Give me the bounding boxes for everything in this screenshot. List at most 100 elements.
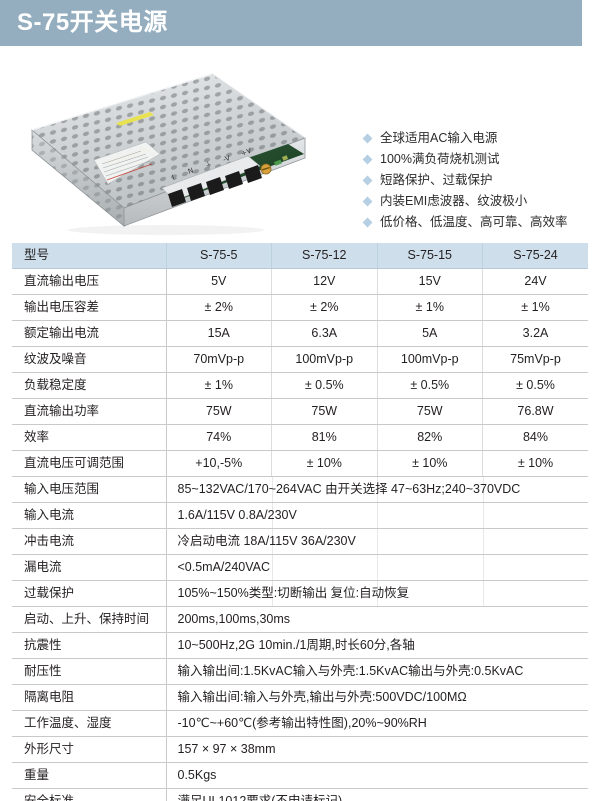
- table-header-cell: S-75-5: [166, 243, 272, 269]
- table-row: 直流电压可调范围 +10,-5% ± 10% ± 10% ± 10%: [12, 450, 588, 477]
- svg-text:-V: -V: [222, 154, 231, 164]
- row-value: +10,-5%: [166, 450, 272, 477]
- row-value: 5A: [377, 320, 483, 347]
- row-value: ± 2%: [271, 294, 378, 321]
- specification-table: 型号 S-75-5 S-75-12 S-75-15 S-75-24 直流输出电压…: [12, 243, 588, 801]
- row-label: 额定输出电流: [12, 320, 167, 347]
- row-value: 5V: [166, 268, 272, 295]
- table-row: 启动、上升、保持时间 200ms,100ms,30ms: [12, 606, 588, 633]
- table-row: 过载保护 105%~150%类型:切断输出 复位:自动恢复: [12, 580, 588, 607]
- row-value: 15A: [166, 320, 272, 347]
- table-row: 输入电流 1.6A/115V 0.8A/230V: [12, 502, 588, 529]
- feature-list: 全球适用AC输入电源 100%满负荷烧机测试 短路保护、过载保护 内装EMI虑波…: [362, 128, 600, 233]
- row-value: 满足UL1012要求(不申请标记): [166, 788, 588, 801]
- row-label: 输入电压范围: [12, 476, 167, 503]
- page-title-bar: S-75开关电源: [0, 0, 582, 46]
- diamond-bullet-icon: [362, 196, 373, 207]
- row-label: 过载保护: [12, 580, 167, 607]
- row-value: 6.3A: [271, 320, 378, 347]
- row-value: 10~500Hz,2G 10min./1周期,时长60分,各轴: [166, 632, 588, 659]
- row-label: 耐压性: [12, 658, 167, 685]
- row-value: ± 0.5%: [482, 372, 588, 399]
- row-label: 重量: [12, 762, 167, 789]
- row-value: 70mVp-p: [166, 346, 272, 373]
- row-value: 81%: [271, 424, 378, 451]
- feature-item: 低价格、低温度、高可靠、高效率: [362, 212, 600, 233]
- table-row: 外形尺寸 157 × 97 × 38mm: [12, 736, 588, 763]
- row-value: ± 10%: [482, 450, 588, 477]
- row-value: 84%: [482, 424, 588, 451]
- row-label: 效率: [12, 424, 167, 451]
- svg-text:N: N: [187, 167, 195, 176]
- row-label: 直流输出功率: [12, 398, 167, 425]
- row-label: 输入电流: [12, 502, 167, 529]
- row-label: 输出电压容差: [12, 294, 167, 321]
- diamond-bullet-icon: [362, 133, 373, 144]
- table-row: 工作温度、湿度 -10℃~+60℃(参考输出特性图),20%~90%RH: [12, 710, 588, 737]
- row-label: 负载稳定度: [12, 372, 167, 399]
- row-label: 安全标准: [12, 788, 167, 801]
- page-title: S-75开关电源: [17, 9, 168, 36]
- hero-section: L N ⏚ -V +V: [0, 46, 600, 242]
- table-row: 重量 0.5Kgs: [12, 762, 588, 789]
- svg-text:⏚: ⏚: [204, 160, 213, 170]
- feature-item: 短路保护、过载保护: [362, 170, 600, 191]
- row-value: 74%: [166, 424, 272, 451]
- row-value: 200ms,100ms,30ms: [166, 606, 588, 633]
- row-label: 纹波及噪音: [12, 346, 167, 373]
- row-value: 输入输出间:1.5KvAC输入与外壳:1.5KvAC输出与外壳:0.5KvAC: [166, 658, 588, 685]
- table-row: 隔离电阻 输入输出间:输入与外壳,输出与外壳:500VDC/100MΩ: [12, 684, 588, 711]
- row-label: 工作温度、湿度: [12, 710, 167, 737]
- feature-label: 100%满负荷烧机测试: [380, 152, 500, 166]
- table-row: 安全标准 满足UL1012要求(不申请标记): [12, 788, 588, 801]
- row-value: 冷启动电流 18A/115V 36A/230V: [166, 528, 588, 555]
- feature-label: 内装EMI虑波器、纹波极小: [380, 194, 528, 208]
- table-row: 耐压性 输入输出间:1.5KvAC输入与外壳:1.5KvAC输出与外壳:0.5K…: [12, 658, 588, 685]
- table-row: 直流输出功率 75W 75W 75W 76.8W: [12, 398, 588, 425]
- row-value: ± 10%: [377, 450, 483, 477]
- table-row: 冲击电流 冷启动电流 18A/115V 36A/230V: [12, 528, 588, 555]
- row-value: 157 × 97 × 38mm: [166, 736, 588, 763]
- row-value: ± 2%: [166, 294, 272, 321]
- row-value: ± 0.5%: [271, 372, 378, 399]
- row-value: 105%~150%类型:切断输出 复位:自动恢复: [166, 580, 588, 607]
- row-value: 75mVp-p: [482, 346, 588, 373]
- row-value: -10℃~+60℃(参考输出特性图),20%~90%RH: [166, 710, 588, 737]
- product-photo: L N ⏚ -V +V: [16, 56, 316, 242]
- row-label: 隔离电阻: [12, 684, 167, 711]
- row-value: ± 10%: [271, 450, 378, 477]
- row-value: ± 1%: [482, 294, 588, 321]
- table-row: 直流输出电压 5V 12V 15V 24V: [12, 268, 588, 295]
- svg-text:+V: +V: [240, 147, 253, 158]
- table-row: 额定输出电流 15A 6.3A 5A 3.2A: [12, 320, 588, 347]
- row-label: 启动、上升、保持时间: [12, 606, 167, 633]
- row-label: 外形尺寸: [12, 736, 167, 763]
- row-value: 输入输出间:输入与外壳,输出与外壳:500VDC/100MΩ: [166, 684, 588, 711]
- row-label: 直流电压可调范围: [12, 450, 167, 477]
- table-header-cell: S-75-15: [377, 243, 483, 269]
- row-value: 75W: [271, 398, 378, 425]
- row-value: 15V: [377, 268, 483, 295]
- feature-label: 低价格、低温度、高可靠、高效率: [380, 215, 568, 229]
- feature-item: 100%满负荷烧机测试: [362, 149, 600, 170]
- table-row: 负载稳定度 ± 1% ± 0.5% ± 0.5% ± 0.5%: [12, 372, 588, 399]
- row-value: 0.5Kgs: [166, 762, 588, 789]
- table-row: 效率 74% 81% 82% 84%: [12, 424, 588, 451]
- row-value: 1.6A/115V 0.8A/230V: [166, 502, 588, 529]
- row-value: 24V: [482, 268, 588, 295]
- table-header-row: 型号 S-75-5 S-75-12 S-75-15 S-75-24: [12, 243, 588, 269]
- table-header-cell: 型号: [12, 243, 167, 269]
- row-value: 76.8W: [482, 398, 588, 425]
- row-value: ± 1%: [166, 372, 272, 399]
- row-value: 12V: [271, 268, 378, 295]
- row-value: ± 0.5%: [377, 372, 483, 399]
- table-row: 输入电压范围 85~132VAC/170~264VAC 由开关选择 47~63H…: [12, 476, 588, 503]
- row-label: 漏电流: [12, 554, 167, 581]
- row-value: 75W: [377, 398, 483, 425]
- row-value: 3.2A: [482, 320, 588, 347]
- svg-text:L: L: [171, 173, 177, 182]
- row-value: <0.5mA/240VAC: [166, 554, 588, 581]
- row-label: 直流输出电压: [12, 268, 167, 295]
- feature-label: 全球适用AC输入电源: [380, 131, 498, 145]
